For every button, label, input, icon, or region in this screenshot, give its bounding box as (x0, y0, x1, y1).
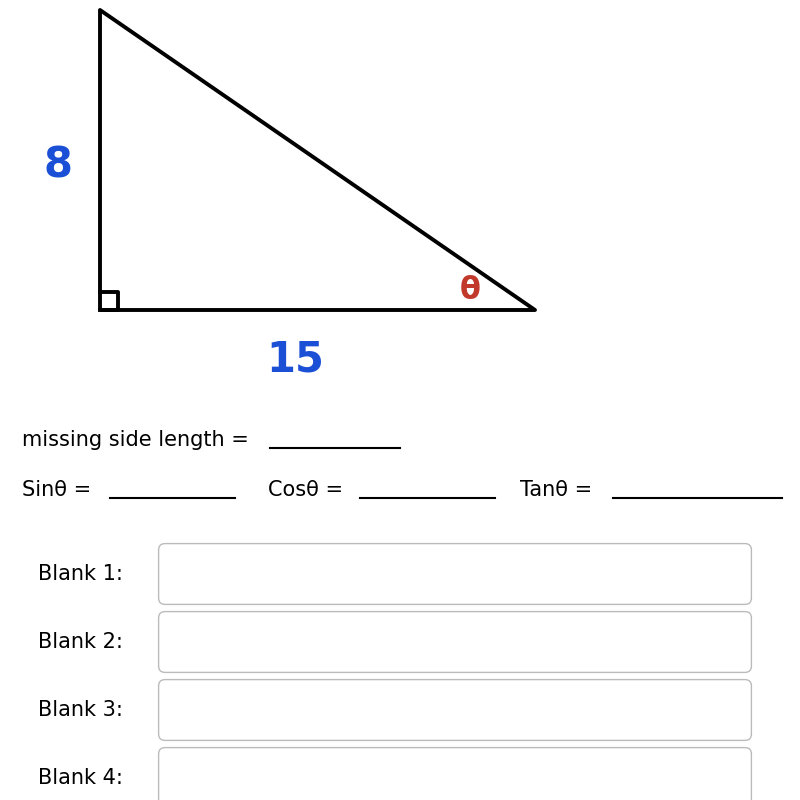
Text: θ: θ (459, 275, 481, 305)
Text: Blank 2:: Blank 2: (38, 632, 123, 652)
Text: Blank 3:: Blank 3: (38, 700, 123, 720)
Text: 8: 8 (43, 144, 73, 186)
Text: Cosθ =: Cosθ = (268, 480, 350, 500)
Text: Blank 4:: Blank 4: (38, 768, 123, 788)
Text: Blank 1:: Blank 1: (38, 564, 123, 584)
FancyBboxPatch shape (158, 747, 751, 800)
Text: Tanθ =: Tanθ = (520, 480, 599, 500)
Text: Sinθ =: Sinθ = (22, 480, 98, 500)
FancyBboxPatch shape (158, 611, 751, 672)
Text: 15: 15 (266, 339, 324, 381)
FancyBboxPatch shape (158, 679, 751, 741)
Text: missing side length =: missing side length = (22, 430, 255, 450)
FancyBboxPatch shape (158, 544, 751, 605)
